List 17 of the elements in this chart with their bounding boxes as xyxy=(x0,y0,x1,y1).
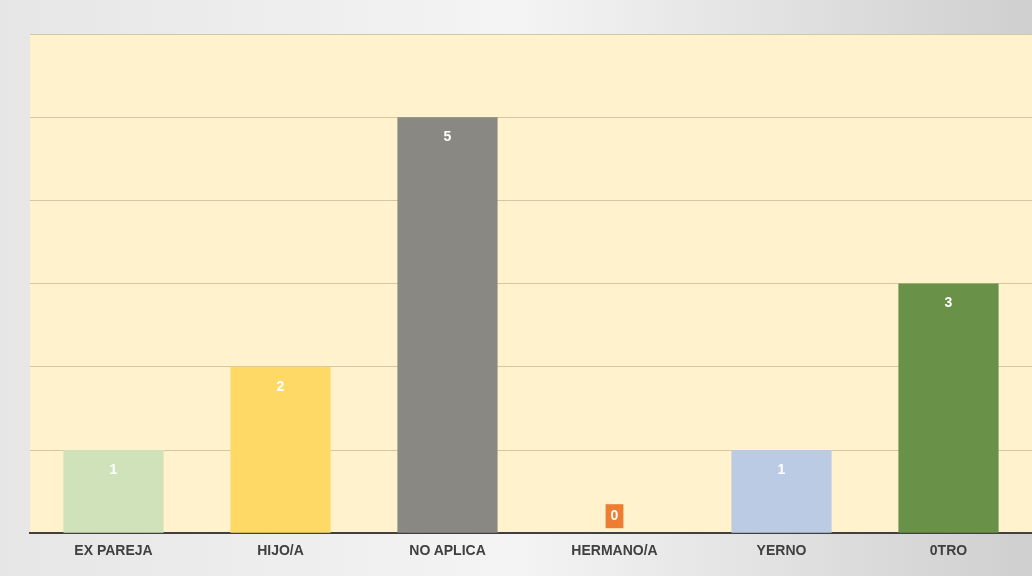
bar xyxy=(63,450,164,533)
x-tick-label: 0TRO xyxy=(929,542,968,559)
x-tick-label: HIJO/A xyxy=(257,542,304,559)
bar xyxy=(898,283,999,533)
data-label: 3 xyxy=(944,294,953,311)
bar xyxy=(397,117,498,533)
data-label: 1 xyxy=(109,460,118,477)
bar xyxy=(230,366,331,533)
data-label: 2 xyxy=(276,377,285,394)
x-tick-label: YERNO xyxy=(756,542,807,559)
x-tick-label: HERMANO/A xyxy=(571,542,658,559)
data-label: 0 xyxy=(610,507,619,524)
bar xyxy=(731,450,832,533)
x-tick-label: NO APLICA xyxy=(409,542,486,559)
data-label: 5 xyxy=(443,128,452,145)
data-label: 1 xyxy=(777,460,786,477)
x-tick-label: EX PAREJA xyxy=(74,542,153,559)
